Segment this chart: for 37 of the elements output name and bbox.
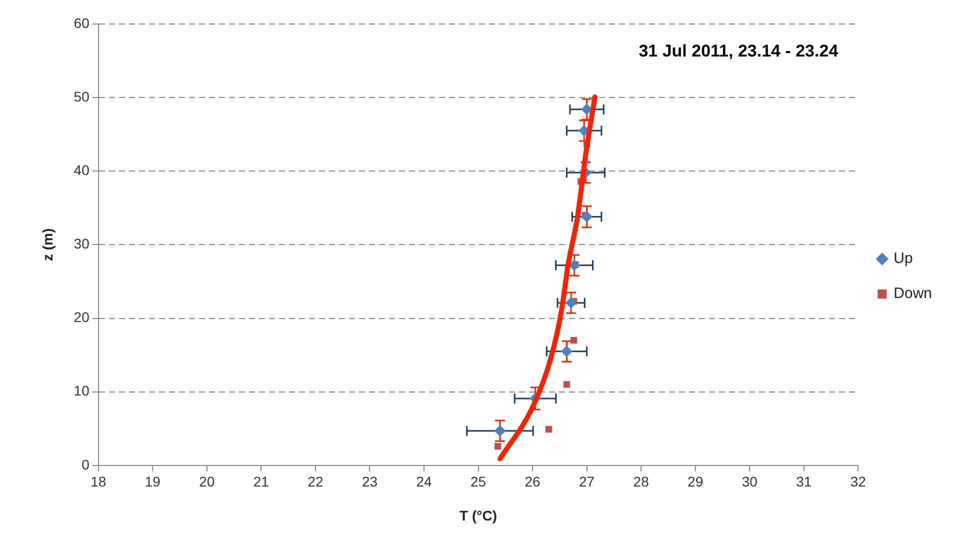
y-tick-label: 20 bbox=[74, 309, 90, 326]
y-tick-label: 50 bbox=[74, 88, 90, 104]
point bbox=[494, 442, 502, 450]
point bbox=[494, 425, 506, 436]
point bbox=[568, 260, 580, 271]
x-tick-label: 18 bbox=[90, 474, 106, 490]
x-tick-label: 31 bbox=[796, 474, 812, 490]
y-tick-label: 40 bbox=[74, 162, 90, 178]
x-tick-label: 22 bbox=[308, 474, 324, 490]
x-tick-label: 21 bbox=[253, 474, 270, 490]
x-tick-label: 26 bbox=[524, 474, 541, 490]
x-tick-label: 20 bbox=[199, 474, 215, 490]
x-tick-label: 29 bbox=[688, 474, 704, 490]
y-tick-label: 30 bbox=[74, 236, 90, 252]
x-tick-label: 30 bbox=[742, 474, 758, 490]
x-tick-label: 24 bbox=[416, 474, 432, 490]
point bbox=[566, 297, 577, 308]
legend-label: Down bbox=[894, 285, 932, 302]
x-tick-label: 27 bbox=[579, 474, 595, 490]
point bbox=[563, 381, 570, 388]
legend-label: Up bbox=[894, 250, 913, 268]
x-tick-label: 19 bbox=[144, 474, 161, 490]
point bbox=[581, 211, 592, 222]
x-axis-title: T (°C) bbox=[460, 507, 498, 524]
y-tick-label: 60 bbox=[74, 14, 90, 31]
y-tick-label: 10 bbox=[74, 382, 90, 399]
point bbox=[570, 337, 578, 344]
y-axis-title: z (m) bbox=[39, 228, 56, 262]
y-tick-label: 0 bbox=[82, 456, 90, 472]
x-tick-label: 23 bbox=[362, 474, 378, 490]
x-tick-label: 28 bbox=[633, 474, 650, 490]
point bbox=[581, 104, 592, 115]
text: 31 Jul 2011, 23.14 - 23.24 bbox=[638, 42, 839, 61]
point bbox=[561, 346, 572, 357]
point bbox=[545, 426, 552, 433]
x-tick-label: 32 bbox=[850, 474, 866, 490]
x-tick-label: 25 bbox=[470, 474, 486, 490]
